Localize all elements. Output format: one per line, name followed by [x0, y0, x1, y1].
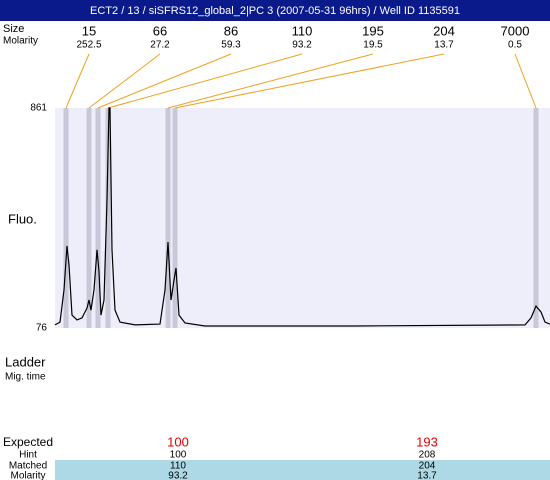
peak-band [533, 108, 539, 328]
matched-value: 110 [170, 461, 186, 472]
peak-band [172, 108, 178, 328]
peak-connector [167, 53, 374, 109]
peak-size: 7000 [501, 23, 530, 38]
trace [54, 107, 550, 327]
peak-molarity: 0.5 [508, 40, 522, 51]
molarity-label: Molarity [3, 36, 38, 47]
peak-size: 66 [153, 23, 167, 38]
peak-size: 15 [82, 23, 96, 38]
molarity-value: 93.2 [168, 471, 188, 480]
peak-band [105, 108, 111, 328]
header-title: ECT2 / 13 / siSFRS12_global_2|PC 3 (2007… [90, 5, 460, 17]
expected-label: Expected [3, 435, 53, 449]
size-label: Size [3, 23, 24, 35]
peak-band [165, 108, 171, 328]
peak-molarity: 59.3 [221, 40, 241, 51]
peak-molarity: 93.2 [292, 40, 312, 51]
matched-label: Matched [9, 461, 47, 472]
ladder-title: Ladder [5, 354, 46, 369]
peak-connector [514, 53, 537, 109]
hint-value: 100 [170, 450, 187, 461]
peak-connector [107, 53, 303, 109]
hint-label: Hint [19, 450, 37, 461]
y-axis-label: Fluo. [8, 211, 37, 226]
peak-molarity: 13.7 [434, 40, 454, 51]
peak-size: 110 [292, 23, 313, 38]
y-tick-label: 861 [30, 103, 47, 114]
y-tick-label: 76 [36, 323, 48, 334]
peak-size: 204 [433, 23, 455, 38]
header-bar [0, 0, 550, 21]
peak-band [86, 108, 92, 328]
plot-background [55, 108, 550, 328]
peak-size: 86 [224, 23, 238, 38]
peak-molarity: 252.5 [76, 40, 101, 51]
matched-row-bg [55, 460, 550, 480]
expected-value: 193 [416, 434, 438, 449]
peak-molarity: 19.5 [363, 40, 383, 51]
hint-value: 208 [419, 450, 436, 461]
molarity-label: Molarity [10, 471, 45, 480]
peak-connector [65, 53, 90, 109]
peak-size: 195 [362, 23, 384, 38]
peak-band [63, 108, 69, 328]
peak-band [95, 108, 101, 328]
expected-value: 100 [167, 434, 189, 449]
peak-connector [97, 53, 232, 109]
matched-value: 204 [419, 461, 436, 472]
peak-connector [88, 53, 161, 109]
molarity-value: 13.7 [417, 471, 437, 480]
peak-molarity: 27.2 [150, 40, 170, 51]
ladder-subtitle: Mig. time [5, 372, 46, 383]
peak-connector [174, 53, 445, 109]
